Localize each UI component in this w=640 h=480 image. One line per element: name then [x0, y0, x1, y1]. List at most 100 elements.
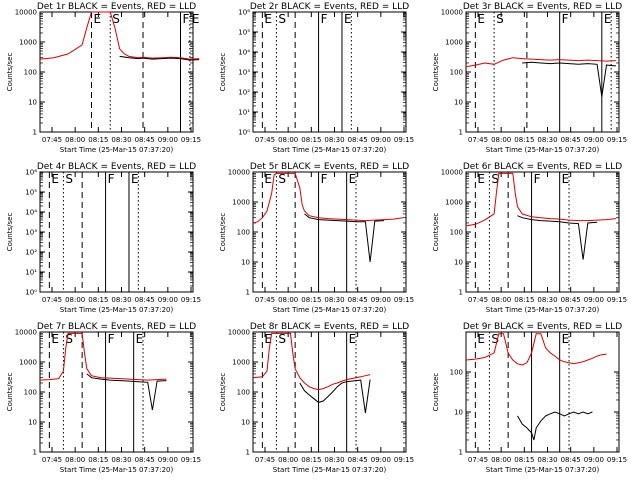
panel-9: Det 9r BLACK = Events, RED = LLD 1 10 100 Co…	[432, 322, 627, 474]
y-tick-label: 10	[454, 99, 463, 107]
x-tick-label: 07:45	[468, 136, 488, 144]
panel-2: Det 2r BLACK = Events, RED = LLD 10⁰ 10¹ 10…	[219, 2, 414, 154]
x-tick-label: 07:45	[42, 456, 62, 464]
series-events-line	[299, 379, 371, 414]
series-lld-line	[252, 332, 371, 391]
y-tick-label: 10⁵	[238, 29, 250, 37]
y-tick-label: 100	[24, 69, 37, 77]
y-tick-label: 10⁴	[25, 209, 37, 217]
y-tick-label: 10⁶	[25, 169, 37, 177]
y-tick-label: 100	[450, 229, 463, 237]
y-tick-label: 1	[459, 129, 463, 137]
panel-4: Det 4r BLACK = Events, RED = LLD 10⁰ 10¹ 10…	[6, 162, 201, 314]
y-tick-label: 1000	[445, 39, 463, 47]
x-tick-label: 08:15	[301, 296, 321, 304]
x-tick-label: 08:45	[135, 296, 155, 304]
plot-frame	[465, 11, 620, 133]
chart-title: Det 5r BLACK = Events, RED = LLD	[250, 162, 409, 172]
series-lld-line	[465, 57, 616, 68]
marker-label: E	[349, 332, 357, 346]
x-axis-label: Start Time (25-Mar-15 07:37:20)	[273, 146, 387, 154]
series-events-line	[517, 215, 598, 260]
marker-label: F	[534, 172, 541, 186]
marker-label: S	[65, 172, 73, 186]
y-tick-label: 10¹	[238, 109, 250, 117]
x-tick-label: 09:15	[181, 136, 201, 144]
series-events-line	[304, 213, 385, 263]
marker-label: E	[131, 172, 139, 186]
x-tick-label: 08:00	[278, 296, 298, 304]
x-axis-label: Start Time (25-Mar-15 07:37:20)	[60, 306, 174, 314]
y-tick-label: 1000	[232, 199, 250, 207]
y-tick-label: 1	[459, 289, 463, 297]
y-tick-label: 1000	[19, 39, 37, 47]
x-tick-label: 08:00	[491, 296, 511, 304]
x-tick-label: 08:15	[301, 136, 321, 144]
x-tick-label: 08:00	[278, 136, 298, 144]
x-tick-label: 08:45	[561, 456, 581, 464]
y-axis-label: Counts/sec	[432, 53, 440, 92]
panel-1: Det 1r BLACK = Events, RED = LLD 1 10 100 10…	[6, 2, 201, 154]
x-tick-label: 08:30	[111, 136, 131, 144]
marker-label: S	[491, 172, 499, 186]
x-tick-label: 08:45	[561, 136, 581, 144]
x-tick-label: 09:00	[371, 136, 391, 144]
x-tick-label: 08:30	[324, 456, 344, 464]
x-tick-label: 08:30	[537, 456, 557, 464]
x-tick-label: 07:45	[42, 136, 62, 144]
series-events-line	[522, 61, 616, 97]
x-tick-label: 08:30	[324, 136, 344, 144]
x-tick-label: 09:00	[158, 296, 178, 304]
x-tick-label: 09:15	[607, 456, 627, 464]
panel-6: Det 6r BLACK = Events, RED = LLD 1 10 100 10…	[432, 162, 627, 314]
x-tick-label: 09:00	[584, 296, 604, 304]
y-tick-label: 10	[241, 259, 250, 267]
x-tick-label: 09:15	[181, 296, 201, 304]
x-tick-label: 08:00	[65, 136, 85, 144]
marker-label: S	[278, 172, 286, 186]
chart-title: Det 4r BLACK = Events, RED = LLD	[37, 162, 196, 172]
y-tick-label: 10²	[238, 89, 250, 97]
y-tick-label: 10⁰	[25, 289, 37, 297]
y-tick-label: 10⁴	[238, 49, 250, 57]
x-tick-label: 08:15	[514, 136, 534, 144]
marker-label: S	[496, 12, 504, 26]
x-tick-label: 09:00	[158, 456, 178, 464]
y-tick-label: 100	[24, 389, 37, 397]
x-tick-label: 09:15	[607, 136, 627, 144]
series-lld-line	[39, 11, 200, 60]
y-tick-label: 100	[450, 69, 463, 77]
y-tick-label: 10	[28, 419, 37, 427]
marker-label: F	[108, 172, 115, 186]
marker-label: E	[477, 12, 485, 26]
x-tick-label: 09:15	[394, 296, 414, 304]
x-tick-label: 09:00	[371, 456, 391, 464]
y-tick-label: 10¹	[25, 269, 37, 277]
x-tick-label: 08:00	[491, 136, 511, 144]
series-lld-line	[465, 333, 607, 366]
y-tick-label: 10²	[25, 249, 37, 257]
marker-label: E	[192, 12, 200, 26]
marker-label: E	[604, 12, 612, 26]
series-events-line	[86, 373, 167, 411]
marker-label: E	[94, 12, 102, 26]
x-tick-label: 08:45	[561, 296, 581, 304]
chart-title: Det 9r BLACK = Events, RED = LLD	[463, 322, 622, 332]
x-tick-label: 08:45	[348, 456, 368, 464]
x-tick-label: 09:15	[607, 296, 627, 304]
x-tick-label: 08:45	[348, 136, 368, 144]
x-tick-label: 08:15	[514, 296, 534, 304]
x-tick-label: 07:45	[255, 136, 275, 144]
panel-8: Det 8r BLACK = Events, RED = LLD 1 10 100 10…	[219, 322, 414, 474]
y-axis-label: Counts/sec	[219, 373, 227, 412]
x-axis-label: Start Time (25-Mar-15 07:37:20)	[273, 306, 387, 314]
x-axis-label: Start Time (25-Mar-15 07:37:20)	[486, 466, 600, 474]
x-axis-label: Start Time (25-Mar-15 07:37:20)	[60, 146, 174, 154]
y-tick-label: 10	[28, 99, 37, 107]
y-tick-label: 100	[450, 369, 463, 377]
x-tick-label: 08:30	[111, 456, 131, 464]
y-axis-label: Counts/sec	[6, 213, 14, 252]
marker-label: F	[321, 172, 328, 186]
x-tick-label: 08:45	[135, 456, 155, 464]
chart-title: Det 7r BLACK = Events, RED = LLD	[37, 322, 196, 332]
